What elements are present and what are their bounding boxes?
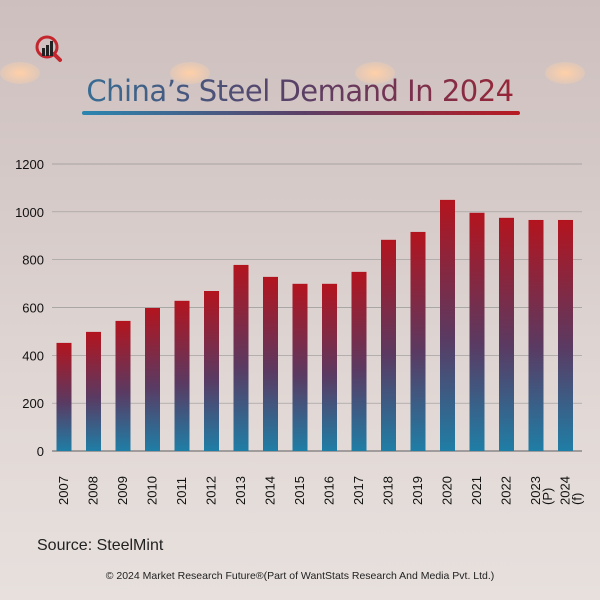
- x-tick-label: 2020: [440, 476, 455, 505]
- bar-2012: [204, 290, 219, 451]
- x-tick-label: 2011: [174, 477, 189, 505]
- bar-2021: [469, 212, 485, 451]
- lamp-glow: [355, 62, 395, 84]
- x-tick-label: 2007: [56, 476, 71, 505]
- bar-2014: [263, 276, 278, 451]
- bar-chart: 0 200 400 600 800 1000 1200 2007 2008 2009 2010 201…: [15, 157, 585, 505]
- y-tick-label: 1200: [15, 157, 44, 172]
- x-tick-label: 2014: [263, 476, 278, 505]
- bar-2024-f-: [558, 219, 573, 451]
- bar-2015: [292, 283, 308, 451]
- brand-logo-icon: [35, 35, 62, 62]
- y-tick-label: 600: [22, 301, 44, 316]
- bar-2017: [351, 271, 367, 451]
- bar-2020: [440, 199, 455, 451]
- bar-2009: [115, 320, 131, 451]
- page-title: China’s Steel Demand In 2024: [0, 74, 600, 108]
- y-tick-label: 400: [22, 348, 44, 363]
- bar-2019: [410, 231, 426, 451]
- x-tick-label: 2019: [410, 476, 425, 505]
- x-tick-label: 2008: [86, 476, 101, 505]
- bar-2013: [233, 264, 249, 451]
- bar-2018: [381, 239, 396, 451]
- source-note: Source: SteelMint: [37, 537, 164, 554]
- x-tick-label: 2022: [499, 476, 514, 505]
- bar-2010: [145, 307, 160, 451]
- x-tick-label: 2010: [145, 476, 160, 505]
- x-tick-label: (P): [540, 488, 555, 505]
- lamp-glow: [0, 62, 40, 84]
- bar-2007: [56, 342, 72, 451]
- bar-2022: [499, 217, 514, 451]
- x-tick-label: 2016: [322, 476, 337, 505]
- x-tick-label: 2023: [528, 476, 543, 505]
- x-tick-label: 2015: [292, 476, 307, 505]
- x-tick-label: 2009: [115, 476, 130, 505]
- title-underline: [82, 111, 520, 115]
- bar-2008: [86, 331, 101, 451]
- x-tick-label: 2013: [233, 476, 248, 505]
- y-tick-label: 1000: [15, 205, 44, 220]
- y-tick-label: 200: [22, 396, 44, 411]
- y-tick-label: 0: [37, 444, 44, 459]
- copyright-note: © 2024 Market Research Future®(Part of W…: [105, 570, 495, 582]
- y-tick-label: 800: [22, 253, 44, 268]
- lamp-glow: [170, 62, 210, 84]
- bar-2011: [174, 300, 190, 451]
- x-tick-label: 2018: [381, 476, 396, 505]
- bar-2016: [322, 283, 337, 451]
- x-tick-label: 2021: [469, 476, 484, 505]
- x-tick-label: 2012: [204, 476, 219, 505]
- bar-2023-P-: [528, 219, 544, 451]
- x-tick-label: 2017: [351, 476, 366, 505]
- x-tick-label: 2024: [558, 476, 573, 505]
- lamp-glow: [545, 62, 585, 84]
- x-tick-label: (f): [570, 493, 585, 505]
